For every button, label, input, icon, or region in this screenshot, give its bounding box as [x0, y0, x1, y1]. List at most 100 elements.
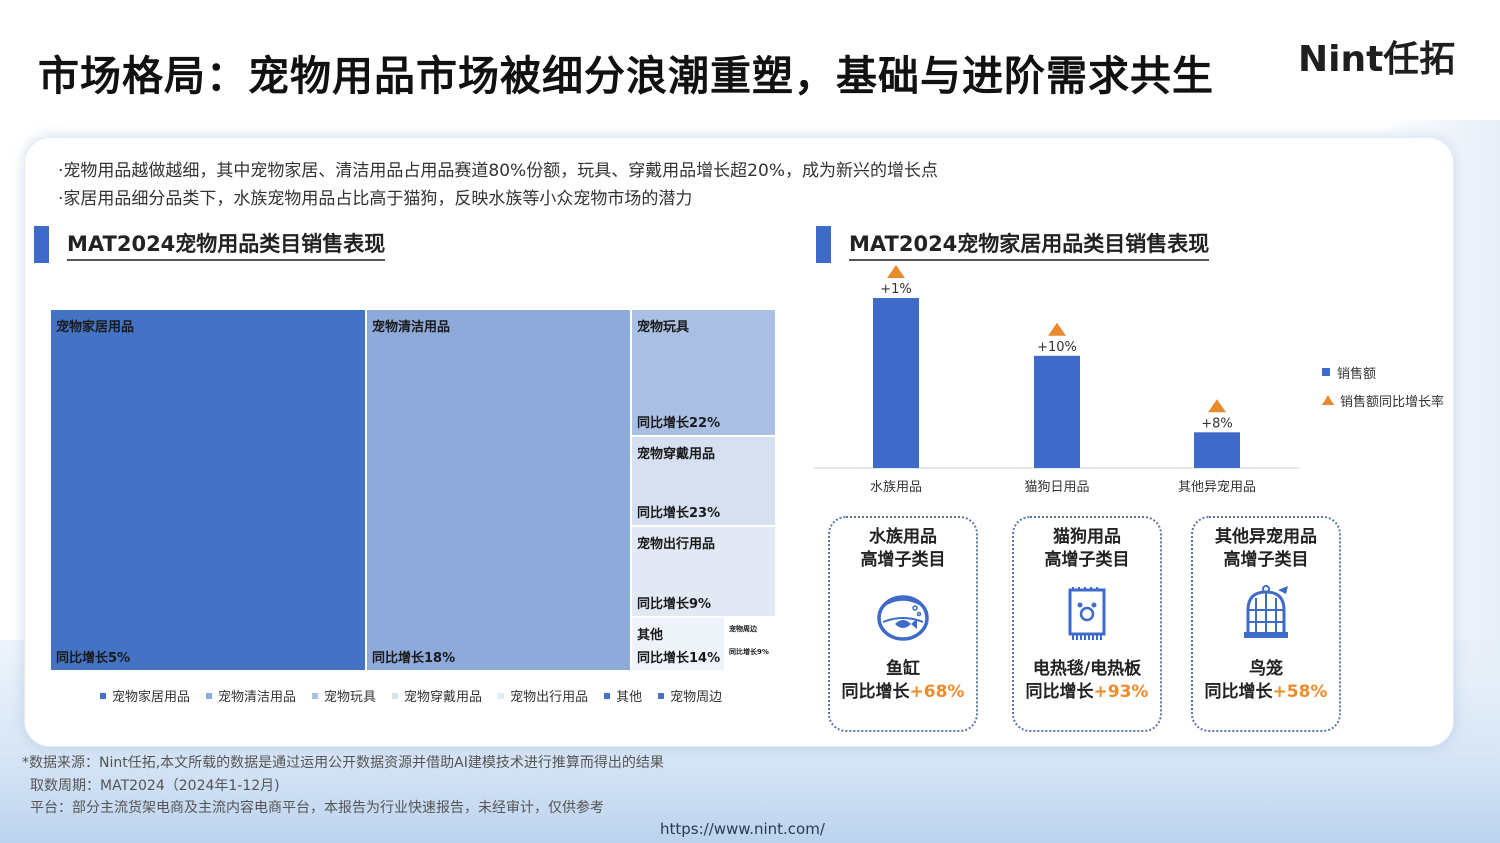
- treemap-cell-growth: 同比增长5%: [56, 651, 131, 666]
- legend-label: 宠物玩具: [324, 690, 377, 705]
- card-heading: 其他异宠用品 高增子类目: [1193, 526, 1339, 572]
- treemap-cell: 宠物清洁用品 同比增长18%: [366, 309, 631, 671]
- growth-marker: [1208, 399, 1226, 413]
- bar: [1034, 355, 1080, 468]
- heating-pad-icon: [1068, 587, 1106, 640]
- card-heading-line: 水族用品: [869, 527, 937, 547]
- legend-label: 其他: [616, 690, 643, 705]
- bar-chart-legend: 销售额 销售额同比增长率: [1322, 358, 1444, 414]
- bar: [1194, 432, 1240, 468]
- card-heading-line: 其他异宠用品: [1215, 527, 1317, 547]
- bullet-point: ·家居用品细分品类下，水族宠物用品占比高于猫狗，反映水族等小众宠物市场的潜力: [58, 189, 693, 209]
- legend-swatch: [498, 692, 505, 699]
- left-section-title: MAT2024宠物用品类目销售表现: [67, 228, 386, 261]
- footnote-platform: 平台：部分主流货架电商及主流内容电商平台，本报告为行业快速报告，未经审计，仅供参…: [30, 800, 604, 816]
- footnote-source: *数据来源：Nint任拓,本文所载的数据是通过运用公开数据资源并借助AI建模技术…: [22, 755, 664, 771]
- treemap-cell: 宠物玩具同比增长22%: [631, 309, 776, 436]
- card-heading: 猫狗用品 高增子类目: [1014, 526, 1160, 572]
- legend-label: 宠物家居用品: [112, 690, 191, 705]
- legend-swatch: [392, 692, 399, 699]
- growth-marker: [1048, 322, 1066, 336]
- legend-label: 宠物穿戴用品: [404, 690, 483, 705]
- legend-item: 其他: [604, 686, 642, 705]
- treemap-cell-growth: 同比增长9%: [637, 597, 712, 612]
- legend-label: 销售额同比增长率: [1340, 394, 1445, 410]
- left-section-header: MAT2024宠物用品类目销售表现: [34, 226, 386, 263]
- card-growth: 同比增长+58%: [1193, 681, 1339, 704]
- legend-item: 宠物出行用品: [498, 686, 588, 705]
- bar-chart: +1% 水族用品 +10% 猫狗日用品 +8% 其他异宠用品: [814, 265, 1300, 495]
- growth-data-label: +8%: [1201, 416, 1233, 431]
- subcategory-card: 其他异宠用品 高增子类目 鸟笼 同比增长+58%: [1191, 516, 1341, 732]
- card-growth: 同比增长+68%: [830, 681, 976, 704]
- card-heading-line: 高增子类目: [1223, 550, 1309, 570]
- treemap-cell-growth: 同比增长14%: [637, 651, 721, 666]
- growth-value: +93%: [1093, 682, 1149, 702]
- treemap-cell-growth: 同比增长22%: [637, 416, 721, 431]
- treemap-cell-label: 宠物穿戴用品: [637, 447, 716, 462]
- growth-label: 同比增长: [1204, 682, 1273, 702]
- fishbowl-icon: [877, 595, 929, 641]
- x-tick-label: 水族用品: [870, 479, 922, 495]
- legend-item: 宠物清洁用品: [206, 686, 296, 705]
- treemap-cell-label: 宠物家居用品: [56, 320, 135, 335]
- legend-item-growth: 销售额同比增长率: [1322, 386, 1444, 414]
- subcategory-card: 猫狗用品 高增子类目 电热毯/电热板 同比增长+93%: [1012, 516, 1162, 732]
- treemap-cell: 宠物周边同比增长9%: [725, 617, 776, 671]
- treemap-cell-label: 宠物玩具: [637, 320, 690, 335]
- brand-logo: Nint任拓: [1298, 39, 1456, 80]
- growth-value: +68%: [909, 682, 965, 702]
- legend-swatch: [100, 692, 106, 699]
- growth-label: 同比增长: [841, 682, 910, 702]
- treemap-cell: 宠物穿戴用品 同比增长23%: [631, 436, 776, 526]
- right-section-title: MAT2024宠物家居用品类目销售表现: [849, 228, 1210, 261]
- legend-swatch: [312, 692, 319, 699]
- legend-swatch: [604, 692, 611, 699]
- legend-label: 宠物出行用品: [510, 690, 589, 705]
- legend-item: 宠物家居用品: [100, 686, 190, 705]
- treemap-legend: 宠物家居用品 宠物清洁用品 宠物玩具 宠物穿戴用品 宠物出行用品 其他 宠物周边: [100, 686, 722, 705]
- legend-item: 宠物玩具: [312, 686, 376, 705]
- card-heading-line: 猫狗用品: [1053, 527, 1121, 547]
- legend-item: 宠物穿戴用品: [392, 686, 482, 705]
- card-item: 电热毯/电热板: [1032, 659, 1142, 679]
- subcategory-card: 水族用品 高增子类目 鱼缸 同比增长+68%: [828, 516, 978, 732]
- growth-data-label: +1%: [880, 282, 912, 297]
- right-section-header: MAT2024宠物家居用品类目销售表现: [816, 226, 1210, 263]
- treemap-cell: 其他同比增长14%: [631, 617, 725, 671]
- growth-label: 同比增长: [1025, 682, 1094, 702]
- bullet-point: ·宠物用品越做越细，其中宠物家居、清洁用品占用品赛道80%份额，玩具、穿戴用品增…: [58, 161, 938, 181]
- treemap-cell-label: 其他: [637, 628, 664, 643]
- legend-label: 宠物清洁用品: [218, 690, 297, 705]
- legend-item-sales: 销售额: [1322, 358, 1444, 386]
- legend-swatch-square: [1322, 368, 1330, 376]
- birdcage-icon: [1244, 585, 1288, 638]
- treemap-cell-label: 宠物周边: [729, 625, 757, 633]
- growth-data-label: +10%: [1037, 340, 1077, 355]
- card-item: 鱼缸: [886, 659, 920, 679]
- page-title: 市场格局：宠物用品市场被细分浪潮重塑，基础与进阶需求共生: [38, 52, 1214, 100]
- legend-swatch: [206, 692, 213, 699]
- card-item: 鸟笼: [1249, 659, 1283, 679]
- section-marker: [34, 226, 49, 263]
- card-heading-line: 高增子类目: [1044, 550, 1130, 570]
- website-link[interactable]: https://www.nint.com/: [660, 820, 825, 838]
- x-tick-label: 猫狗日用品: [1024, 480, 1089, 495]
- x-tick-label: 其他异宠用品: [1178, 479, 1256, 495]
- treemap-cell: 宠物出行用品 同比增长9%: [631, 526, 776, 617]
- treemap-cell-growth: 同比增长23%: [637, 506, 721, 521]
- legend-swatch-triangle: [1322, 395, 1334, 405]
- treemap-cell-label: 宠物清洁用品: [372, 320, 451, 335]
- bar: [873, 298, 919, 468]
- treemap-cell-growth: 同比增长9%: [729, 648, 769, 656]
- card-heading-line: 高增子类目: [860, 550, 946, 570]
- card-heading: 水族用品 高增子类目: [830, 526, 976, 572]
- legend-label: 销售额: [1337, 366, 1377, 382]
- treemap-cell: 宠物家居用品 同比增长5%: [50, 309, 366, 671]
- legend-label: 宠物周边: [670, 690, 723, 705]
- treemap-cell-label: 宠物出行用品: [637, 537, 716, 552]
- legend-swatch: [658, 692, 665, 699]
- treemap-cell-growth: 同比增长18%: [372, 651, 456, 666]
- legend-item: 宠物周边: [658, 686, 722, 705]
- card-growth: 同比增长+93%: [1014, 681, 1160, 704]
